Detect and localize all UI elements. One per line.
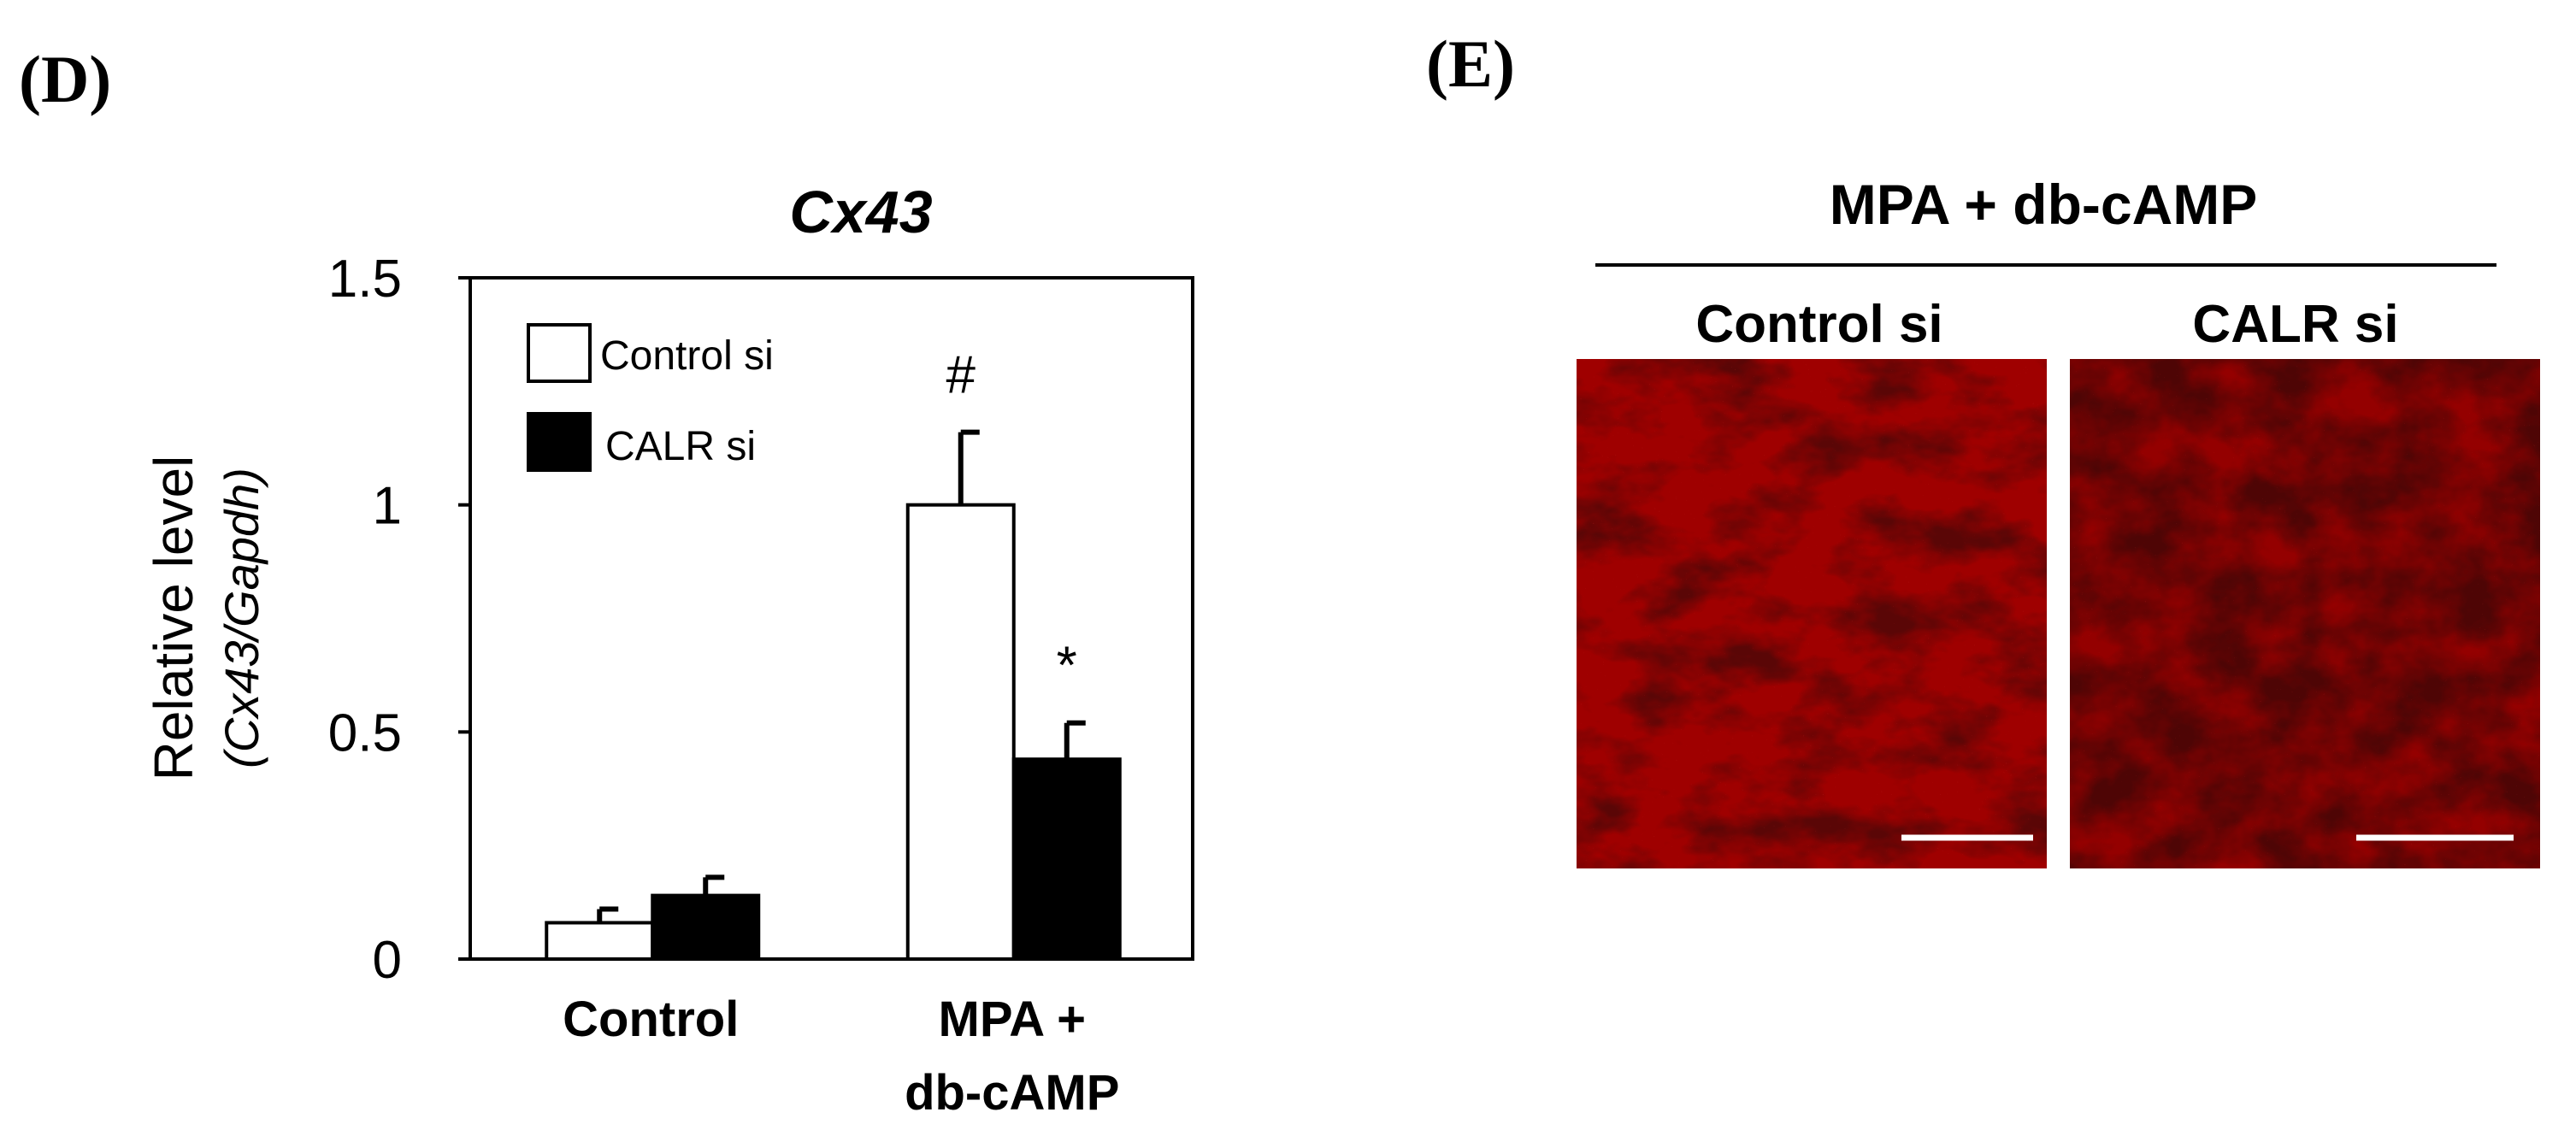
panel-e-label: (E) xyxy=(1426,26,1515,101)
micrograph-panel: MPA + db-cAMP Control si CALR si xyxy=(1577,173,2540,868)
image-column-label-calr-si: CALR si xyxy=(2192,295,2398,354)
category-label: db-cAMP xyxy=(905,1065,1119,1121)
micrograph-control-si xyxy=(1577,359,2047,868)
y-axis-title: Relative level (Cx43/Gapdh) xyxy=(143,456,268,781)
micrograph-control-si-speckle xyxy=(1577,359,2047,868)
image-panel-title: MPA + db-cAMP xyxy=(1830,173,2258,236)
image-column-label-control-si: Control si xyxy=(1695,295,1942,354)
bar-control-si xyxy=(905,503,1016,961)
y-tick-label: 0 xyxy=(373,931,402,990)
y-tick-label: 1 xyxy=(373,477,402,536)
legend-swatch-calr-si xyxy=(527,412,592,472)
legend-label-control-si: Control si xyxy=(600,333,774,379)
chart-title: Cx43 xyxy=(789,179,932,245)
legend-label-calr-si: CALR si xyxy=(605,424,756,469)
panel-d-label: (D) xyxy=(19,42,112,116)
y-axis-label: Relative level xyxy=(143,456,204,781)
category-label: MPA + xyxy=(939,992,1086,1047)
y-axis-ticks: 0 0.5 1 1.5 xyxy=(328,250,470,990)
y-axis-sublabel: (Cx43/Gapdh) xyxy=(215,468,268,768)
bar-control-si xyxy=(545,921,655,961)
bar-chart: Cx43 00.511.5 #* Control MPA +db-cAMP Rel… xyxy=(143,179,1194,1121)
y-tick-label: 0.5 xyxy=(328,703,402,762)
y-tick-label: 1.5 xyxy=(328,250,402,309)
bar-calr-si xyxy=(651,893,761,961)
bar-calr-si xyxy=(1011,757,1122,961)
significance-marker: * xyxy=(1057,637,1077,696)
bars-group xyxy=(545,429,1122,961)
annotations-group: #* xyxy=(946,346,1077,696)
legend: Control si CALR si xyxy=(527,323,774,472)
legend-swatch-control-si xyxy=(527,323,592,383)
significance-marker: # xyxy=(946,346,976,405)
micrograph-calr-si xyxy=(2070,359,2540,868)
micrograph-calr-si-speckle xyxy=(2070,359,2540,868)
category-labels: Control MPA + db-cAMP xyxy=(563,992,1119,1121)
plot-frame xyxy=(469,276,1194,961)
category-label: Control xyxy=(563,992,739,1047)
